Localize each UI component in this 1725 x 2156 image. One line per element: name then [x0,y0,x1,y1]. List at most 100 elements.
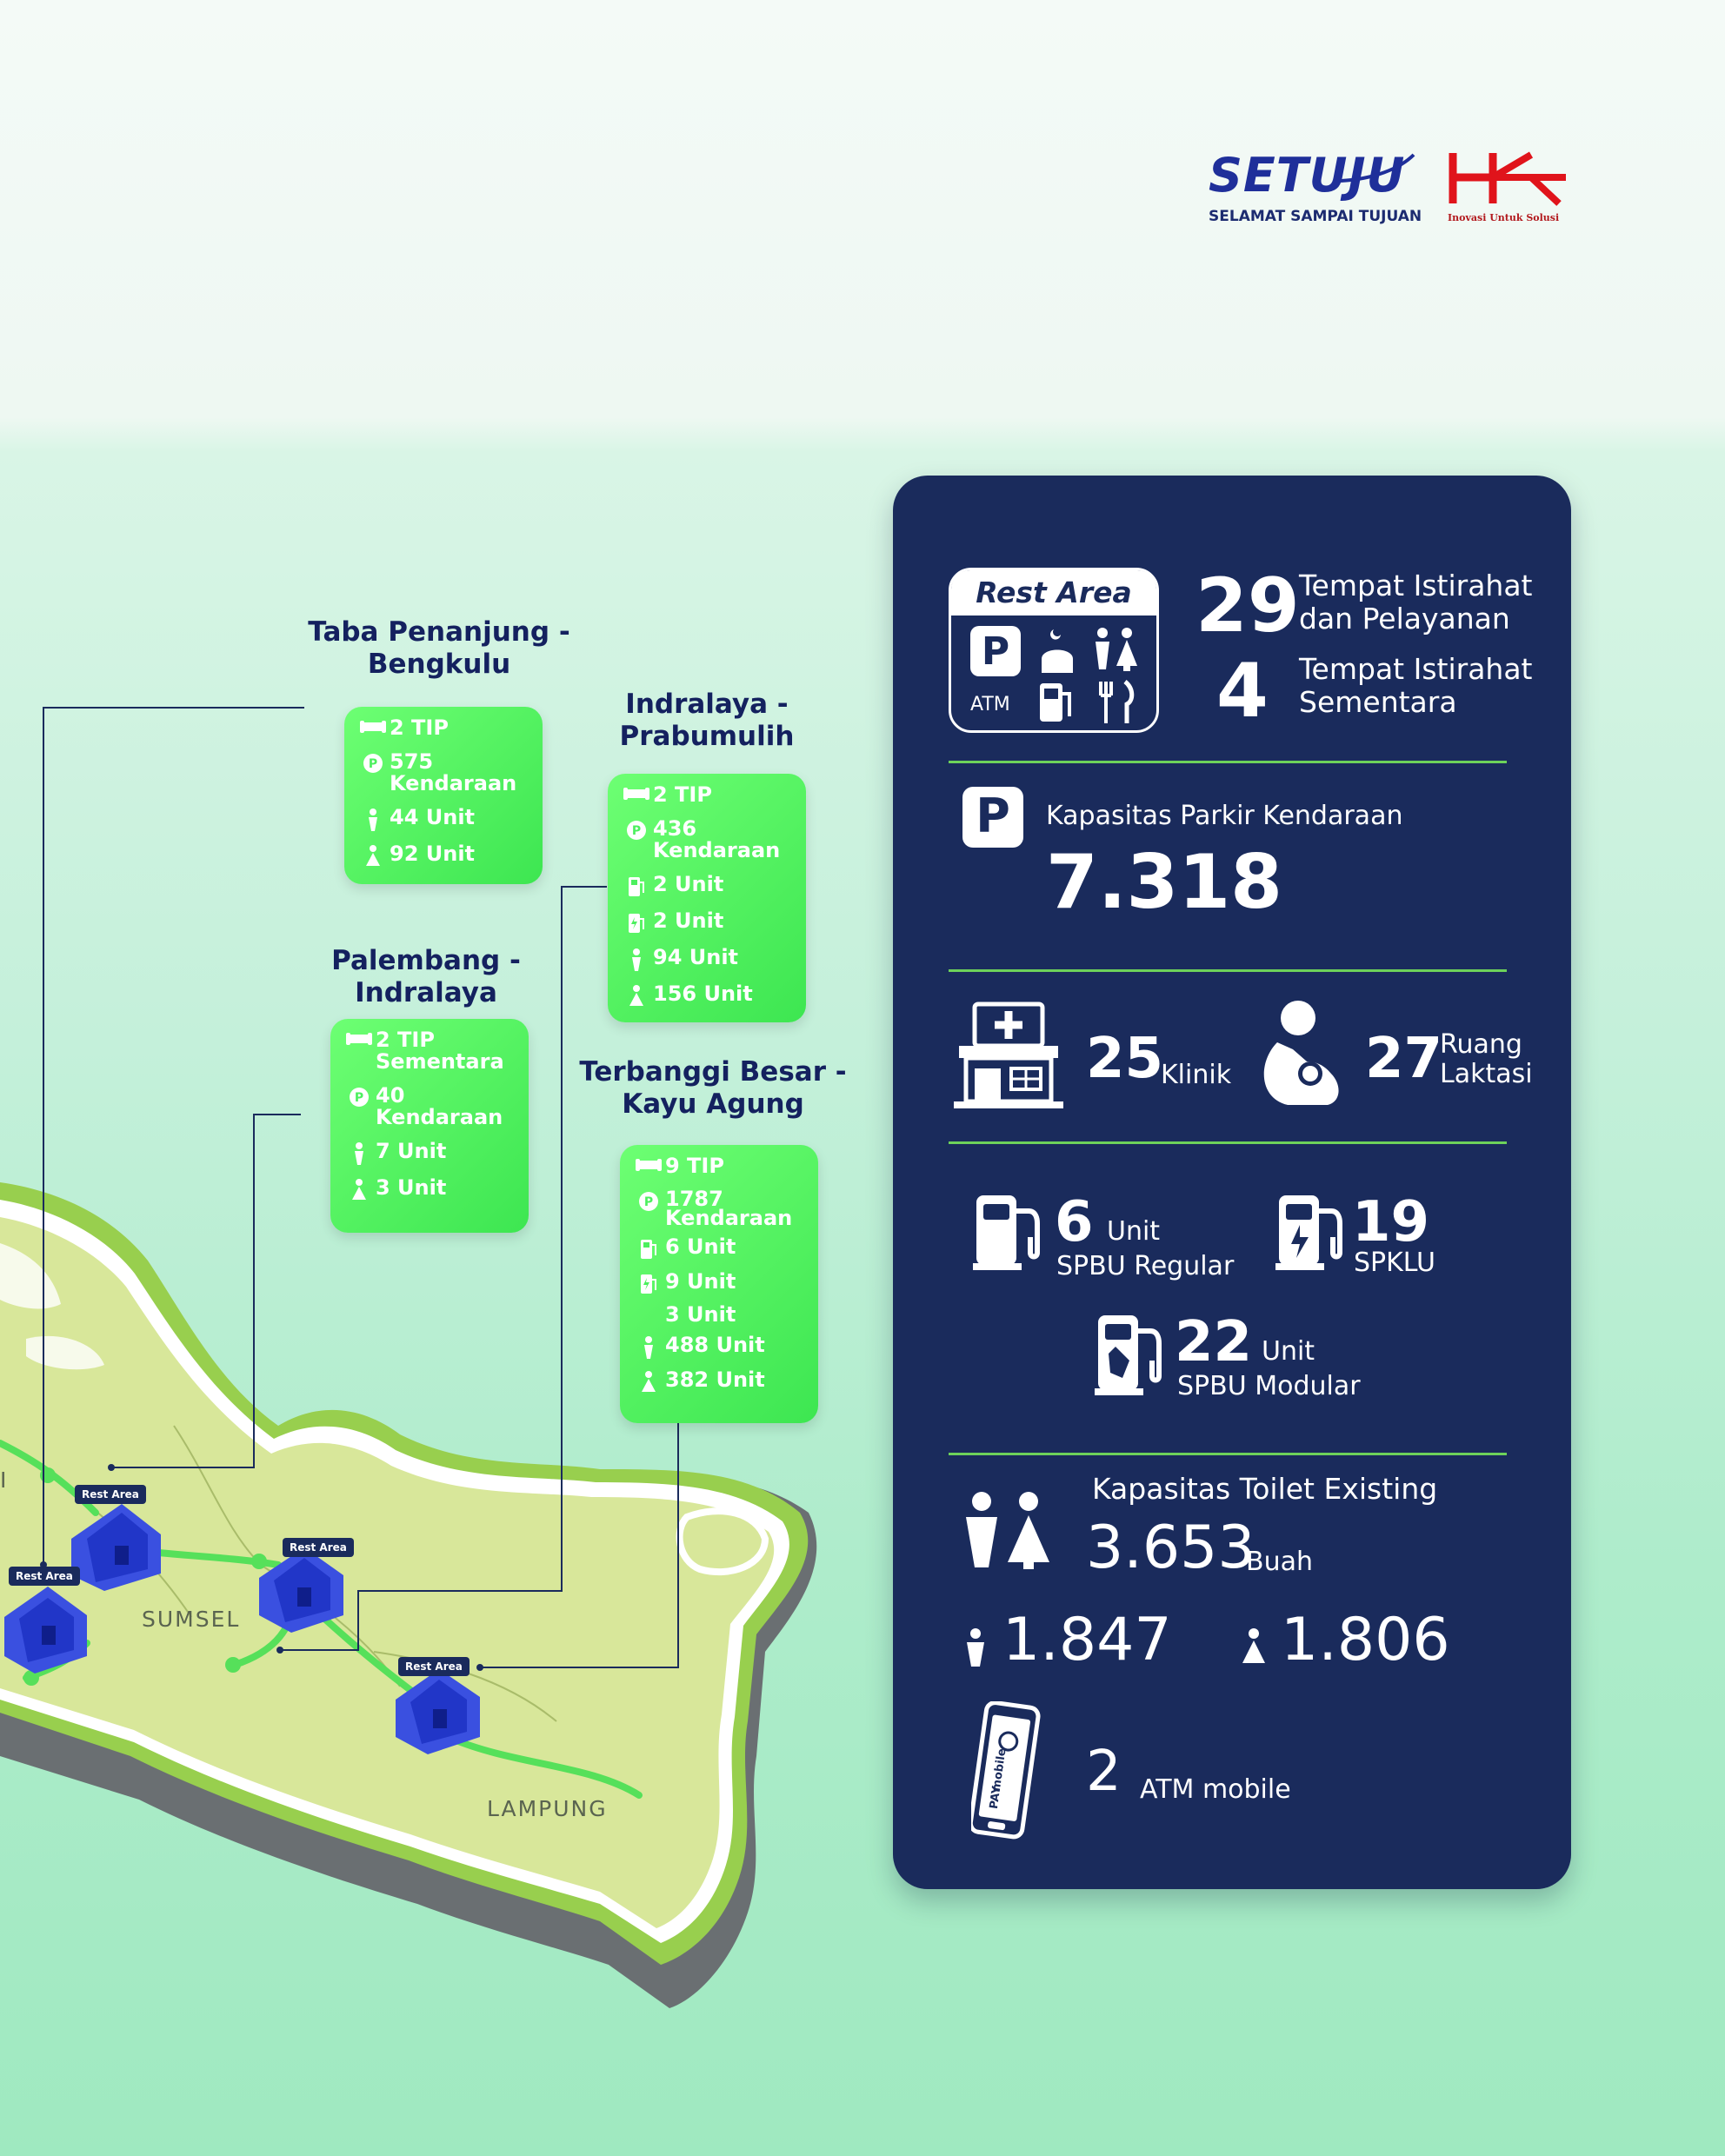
stat-text: 575 Kendaraan [390,749,517,795]
parking-icon: P [356,751,390,774]
stat-row: 2 Unit [620,874,794,898]
phone-text: mobile [990,1747,1009,1792]
stat-text: 2 Unit [653,908,724,933]
rest-area-house-1 [71,1504,161,1591]
blank-icon [632,1304,665,1306]
fuel-pump-icon [973,1195,1040,1270]
stat-row: 488 Unit [632,1334,806,1359]
stat-text: 2 TIP Sementara [376,1028,504,1074]
toilet-icon [966,1492,1049,1569]
toilet-unit: Buah [1246,1547,1313,1577]
spklu-label: SPKLU [1354,1248,1435,1278]
svg-text:P: P [644,1195,653,1209]
tis-label-line: Tempat Istirahat [1299,652,1533,686]
summary-panel: Rest Area P ATM 29 Tempat Istirahat dan … [893,476,1571,1889]
female-toilet-icon [343,1177,376,1201]
svg-text:P: P [355,1091,363,1105]
title-line: Taba Penanjung - [308,616,570,648]
toilet-male-value: 1.847 [1002,1606,1172,1674]
rest-area-house-4 [396,1669,480,1754]
parking-sign-icon [962,787,1023,848]
map-label-sumsel: SUMSEL [142,1607,241,1632]
stat-text: 2 TIP [653,782,712,807]
female-toilet-icon [632,1369,665,1394]
rest-area-badge: Rest Area P ATM [949,568,1159,733]
female-toilet-icon [356,843,390,868]
stat-row: P 1787 Kendaraan [632,1187,806,1230]
setuju-tagline: SELAMAT SAMPAI TUJUAN [1209,208,1422,225]
divider [949,1453,1507,1455]
stat-row: P 575 Kendaraan [356,751,530,795]
spbu-modular-count: 22 [1175,1310,1253,1374]
callout-title-palembang: Palembang - Indralaya [287,945,565,1009]
parking-letter: P [981,629,1010,674]
stat-row: 6 Unit [632,1236,806,1261]
lactation-label: Ruang Laktasi [1440,1030,1533,1089]
ev-charger-icon [632,1271,665,1295]
stat-text: 92 Unit [390,842,476,866]
stat-text: 488 Unit [665,1333,765,1357]
sumatra-map [0,1182,817,2008]
rest-area-house-2 [4,1587,87,1674]
tis-label-line: Sementara [1299,685,1457,719]
stat-text: 3 Unit [376,1175,447,1200]
stat-row: 44 Unit [356,807,530,831]
sofa-icon [356,717,390,735]
sofa-icon [632,1155,665,1173]
callout-box-terbanggi: 9 TIP P 1787 Kendaraan 6 Unit 9 Unit 3 Un… [620,1145,818,1423]
stat-text: 94 Unit [653,945,739,969]
parking-sign-icon [970,626,1021,676]
atm-label: ATM [970,694,1010,715]
stat-row: 3 Unit [343,1177,516,1201]
divider [949,761,1507,763]
rest-area-badge-title: Rest Area [976,576,1132,609]
stat-text: 2 TIP [390,715,449,740]
tip-count: 29 [1196,562,1300,649]
stat-text: 9 Unit [665,1269,736,1294]
stat-text: 1787 Kendaraan [665,1187,793,1230]
divider [949,1141,1507,1144]
stat-row: 2 TIP [620,784,794,806]
lactation-icon [1263,1001,1339,1105]
stat-row: 2 Unit [620,910,794,935]
title-line: Prabumulih [619,721,795,752]
tip-label-line: Tempat Istirahat [1299,569,1533,602]
stat-row: 7 Unit [343,1141,516,1165]
stat-row: 3 Unit [632,1304,806,1326]
ev-charger-icon [1275,1195,1342,1270]
atm-count: 2 [1086,1740,1122,1804]
ev-charger-icon [620,910,653,935]
rest-area-tag: Rest Area [283,1538,354,1557]
atm-label: ATM mobile [1140,1774,1291,1805]
callout-box-indralaya: 2 TIP P 436 Kendaraan 2 Unit 2 Unit 94 Un… [608,774,806,1022]
tis-label: Tempat Istirahat Sementara [1299,653,1533,719]
stat-row: 2 TIP Sementara [343,1029,516,1073]
stat-row: P 436 Kendaraan [620,818,794,862]
phone-text: PAY [988,1785,1004,1810]
rest-area-tag: Rest Area [398,1657,470,1676]
modular-pump-icon [1095,1315,1162,1395]
title-line: Indralaya - [625,689,789,720]
rest-area-tag: Rest Area [9,1567,80,1586]
callout-title-terbanggi: Terbanggi Besar - Kayu Agung [574,1056,852,1121]
connector-lines [40,707,679,1671]
fork-knife-icon [1099,680,1135,723]
map-label-edge: I [0,1467,7,1493]
spbu-regular-label: SPBU Regular [1056,1251,1235,1281]
female-toilet-icon [1242,1628,1265,1663]
female-toilet-icon [620,983,653,1008]
lactation-count: 27 [1365,1027,1443,1091]
lactation-label-line: Laktasi [1440,1059,1533,1089]
stat-text: 40 Kendaraan [376,1083,503,1129]
stat-row: P 40 Kendaraan [343,1085,516,1128]
fuel-pump-icon [632,1236,665,1261]
svg-text:P: P [632,824,641,838]
hk-tagline: Inovasi Untuk Solusi [1448,212,1560,223]
toilet-icon [1096,628,1137,671]
callout-title-indralaya: Indralaya - Prabumulih [581,689,833,753]
tip-label: Tempat Istirahat dan Pelayanan [1299,569,1533,635]
parking-value: 7.318 [1046,839,1283,926]
rest-area-house-3 [259,1547,343,1633]
title-line: Kayu Agung [622,1088,804,1120]
sofa-icon [620,784,653,802]
